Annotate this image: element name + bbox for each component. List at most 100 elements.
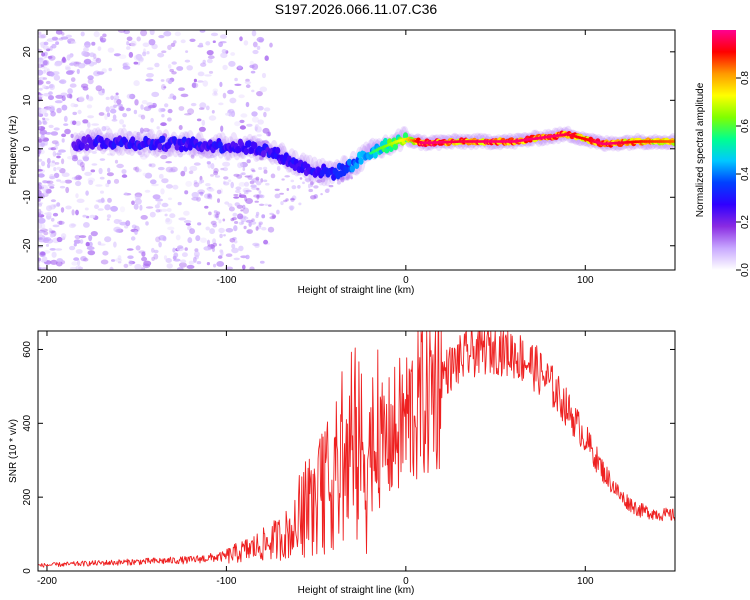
- spectrogram-noise-cell: [43, 237, 52, 242]
- spectrogram-noise-cell: [78, 96, 85, 103]
- spectrogram-noise-cell: [218, 102, 224, 106]
- spectrogram-noise-cell: [207, 58, 213, 64]
- spectrogram-noise-cell: [58, 149, 66, 153]
- spectrogram-noise-cell: [199, 102, 207, 109]
- spectrogram-noise-cell: [258, 167, 263, 170]
- spectrogram-noise-cell: [82, 214, 87, 218]
- spectrogram-noise-cell: [205, 41, 211, 46]
- spectrogram-ridge-cell: [246, 140, 252, 148]
- x-tick-label: -200: [37, 275, 57, 286]
- spectrogram-noise-cell: [49, 46, 53, 51]
- spectrogram-noise-cell: [113, 148, 119, 152]
- spectrogram-noise-cell: [124, 191, 128, 196]
- spectrogram-ridge-cell: [84, 143, 90, 151]
- spectrogram-noise-cell: [50, 131, 59, 136]
- spectrogram-noise-cell: [100, 259, 109, 265]
- snr-frame: [37, 330, 676, 572]
- spectrogram-noise-cell: [257, 119, 265, 125]
- spectrogram-noise-cell: [219, 233, 223, 239]
- spectrogram-noise-cell: [212, 40, 216, 43]
- spectrogram-noise-cell: [133, 203, 139, 210]
- spectrogram-noise-cell: [198, 107, 205, 110]
- spectrogram-noise-cell: [98, 167, 103, 175]
- spectrogram-noise-cell: [249, 64, 255, 69]
- spectrogram-noise-cell: [218, 219, 222, 224]
- spectrogram-noise-cell: [134, 166, 140, 173]
- spectrogram-noise-cell: [40, 142, 44, 149]
- spectrogram-noise-cell: [249, 60, 254, 66]
- spectrogram-noise-cell: [98, 112, 105, 116]
- spectrogram-noise-cell: [251, 218, 255, 222]
- spectrogram-noise-cell: [151, 247, 155, 253]
- spectrogram-noise-cell: [138, 114, 143, 118]
- spectrogram-noise-cell: [146, 51, 150, 55]
- spectrogram-noise-cell: [259, 260, 265, 264]
- spectrogram-noise-cell: [233, 194, 239, 196]
- spectrogram-noise-cell: [256, 194, 260, 200]
- spectrogram-noise-cell: [76, 159, 84, 166]
- spectrogram-noise-cell: [38, 192, 42, 198]
- spectrogram-noise-cell: [244, 181, 250, 187]
- spectrogram-noise-cell: [125, 220, 131, 227]
- x-tick-label: -200: [37, 576, 57, 587]
- spectrogram-noise-cell: [142, 172, 147, 176]
- spectrogram-noise-cell: [166, 208, 172, 212]
- spectrogram-noise-cell: [49, 176, 56, 180]
- spectrogram-noise-cell: [83, 47, 89, 52]
- spectrogram-noise-cell: [161, 50, 167, 53]
- spectrogram-noise-cell: [70, 40, 77, 44]
- spectrogram-noise-cell: [222, 218, 226, 222]
- spectrogram-noise-cell: [223, 234, 226, 237]
- spectrogram-noise-cell: [56, 155, 61, 159]
- spectrogram-noise-cell: [134, 194, 142, 200]
- spectrogram-noise-cell: [116, 103, 123, 107]
- spectrogram-noise-cell: [140, 114, 146, 120]
- spectrogram-noise-cell: [156, 126, 160, 130]
- y-tick-label: 600: [22, 341, 33, 358]
- spectrogram-noise-cell: [172, 95, 177, 100]
- spectrogram-noise-cell: [262, 179, 268, 183]
- spectrogram-noise-cell: [299, 177, 303, 180]
- spectrogram-noise-cell: [264, 55, 269, 61]
- spectrogram-noise-cell: [86, 94, 90, 100]
- spectrogram-noise-cell: [104, 114, 108, 120]
- spectrogram-noise-cell: [148, 149, 152, 154]
- spectrogram-noise-cell: [256, 134, 262, 137]
- spectrogram-noise-cell: [206, 262, 210, 266]
- spectrogram-noise-cell: [183, 210, 190, 216]
- colorbar-tick-label: 0.6: [740, 119, 750, 133]
- spectrogram-noise-cell: [59, 185, 66, 189]
- spectrogram-noise-cell: [66, 93, 73, 99]
- spectrogram-noise-cell: [194, 251, 200, 258]
- spectrogram-noise-cell: [186, 264, 195, 269]
- spectrogram-noise-cell: [279, 192, 284, 195]
- spectrogram-noise-cell: [180, 39, 186, 44]
- spectrogram-noise-cell: [38, 138, 43, 143]
- spectrogram-noise-cell: [76, 198, 85, 203]
- spectrogram-noise-cell: [245, 84, 251, 89]
- spectrogram-noise-cell: [161, 202, 169, 208]
- spectrogram-noise-cell: [205, 183, 211, 187]
- spectrogram-noise-cell: [184, 59, 191, 63]
- spectrogram-noise-cell: [126, 130, 132, 137]
- spectrogram-noise-cell: [205, 226, 210, 231]
- spectrogram-noise-cell: [84, 41, 91, 48]
- spectrogram-noise-cell: [217, 198, 220, 203]
- spectrogram-noise-cell: [255, 211, 260, 216]
- spectrogram-noise-cell: [163, 255, 168, 260]
- spectrogram-noise-cell: [69, 266, 78, 270]
- snr-x-ticks: -200 -100 0 100: [37, 331, 594, 587]
- spectrogram-noise-cell: [252, 41, 258, 48]
- spectrogram-noise-cell: [190, 154, 195, 159]
- spectrogram-noise-cell: [238, 245, 244, 252]
- figure-title: S197.2026.066.11.07.C36: [275, 1, 438, 17]
- spectrogram-noise-cell: [56, 179, 62, 182]
- y-tick-label: 200: [22, 488, 33, 505]
- spectrogram-x-axis-label: Height of straight line (km): [298, 285, 415, 296]
- spectrogram-noise-cell: [252, 49, 259, 55]
- spectrogram-noise-cell: [225, 228, 234, 233]
- spectrogram-noise-cell: [298, 202, 302, 206]
- spectrogram-noise-cell: [38, 94, 41, 98]
- spectrogram-noise-cell: [220, 52, 228, 59]
